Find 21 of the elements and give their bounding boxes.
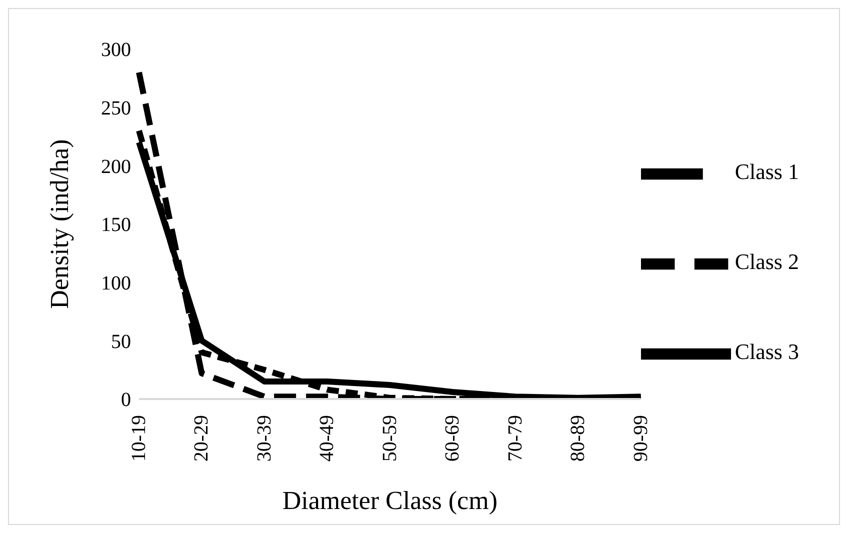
y-tick-label: 100 [101, 272, 131, 294]
x-tick-label: 90-99 [630, 415, 652, 462]
legend-label: Class 1 [734, 159, 799, 184]
x-tick-label: 70-79 [504, 415, 526, 462]
x-tick-label: 30-39 [253, 415, 276, 462]
x-tick-label: 80-89 [567, 415, 590, 462]
x-tick-label: 20-29 [190, 415, 213, 462]
x-tick-label: 60-69 [442, 415, 464, 462]
y-tick-label: 150 [101, 214, 131, 236]
y-tick-label: 300 [101, 39, 131, 62]
x-tick-label: 40-49 [316, 415, 338, 462]
y-tick-label: 250 [101, 97, 131, 120]
legend-label: Class 3 [734, 339, 799, 364]
y-axis-title: Density (ind/ha) [45, 139, 74, 309]
x-tick-label: 50-59 [378, 415, 401, 462]
y-tick-label: 50 [111, 330, 131, 353]
x-axis-title: Diameter Class (cm) [282, 486, 498, 515]
y-tick-label: 0 [121, 389, 131, 412]
x-tick-label: 10-19 [128, 415, 150, 462]
legend-label: Class 2 [734, 249, 799, 274]
y-tick-label: 200 [101, 156, 131, 178]
